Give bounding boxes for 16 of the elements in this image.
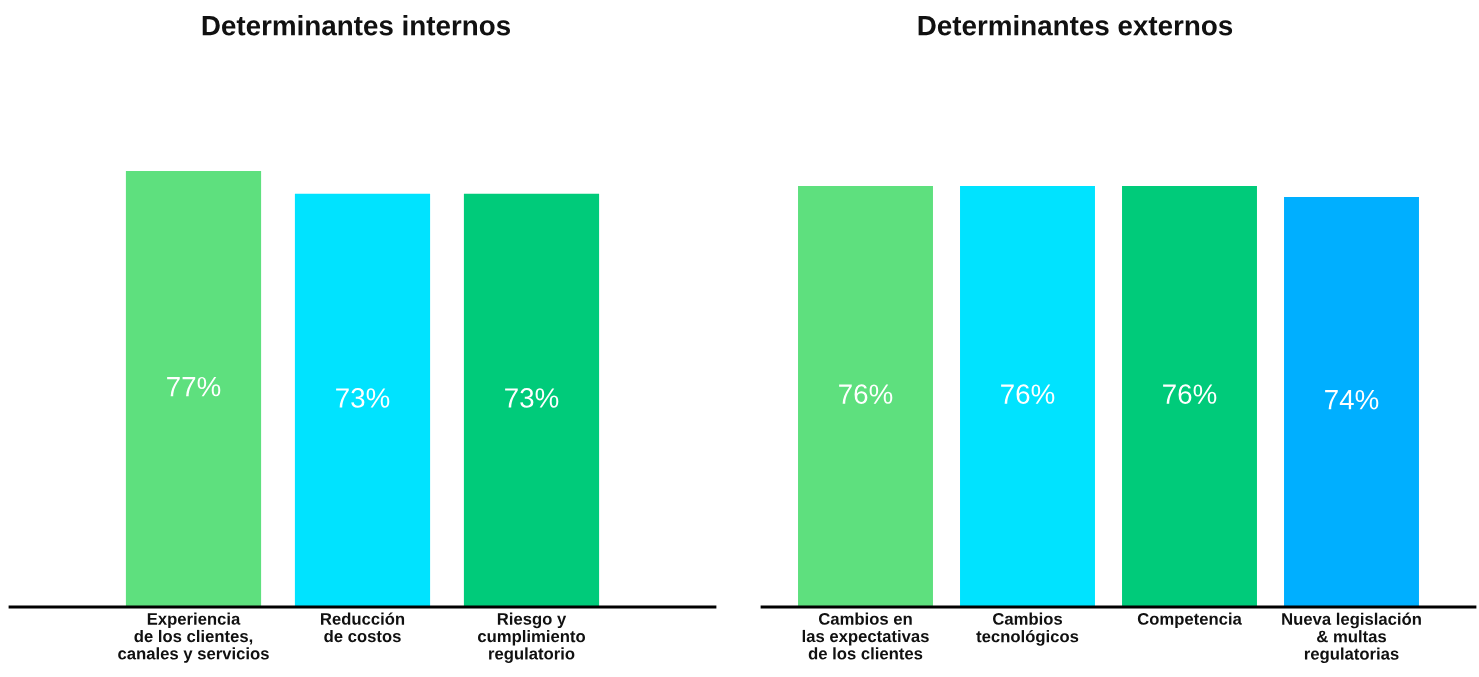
x-tick-label: Cambios en las expectativas de los clientes [802,612,929,660]
chart-title: Determinantes externos [918,15,1233,36]
x-tick-label: Cambios tecnológicos [976,612,1079,646]
data-label: 77% [167,376,221,397]
x-tick-label: Riesgo y cumplimiento regulatorio [477,612,586,663]
chart-title: Determinantes internos [202,15,510,36]
data-label: 76% [1001,384,1055,404]
data-label: 74% [1325,389,1379,410]
x-tick-label: Competencia [1137,612,1242,629]
data-label: 73% [505,388,559,408]
x-tick-label: Experiencia de los clientes, canales y servicios [118,612,269,663]
data-label: 76% [839,384,893,404]
x-tick-label: Reducción de costos [321,612,405,643]
x-tick-label: Nueva legislación & multas regulatorias [1282,612,1421,664]
data-label: 73% [336,388,390,408]
data-label: 76% [1163,384,1217,404]
